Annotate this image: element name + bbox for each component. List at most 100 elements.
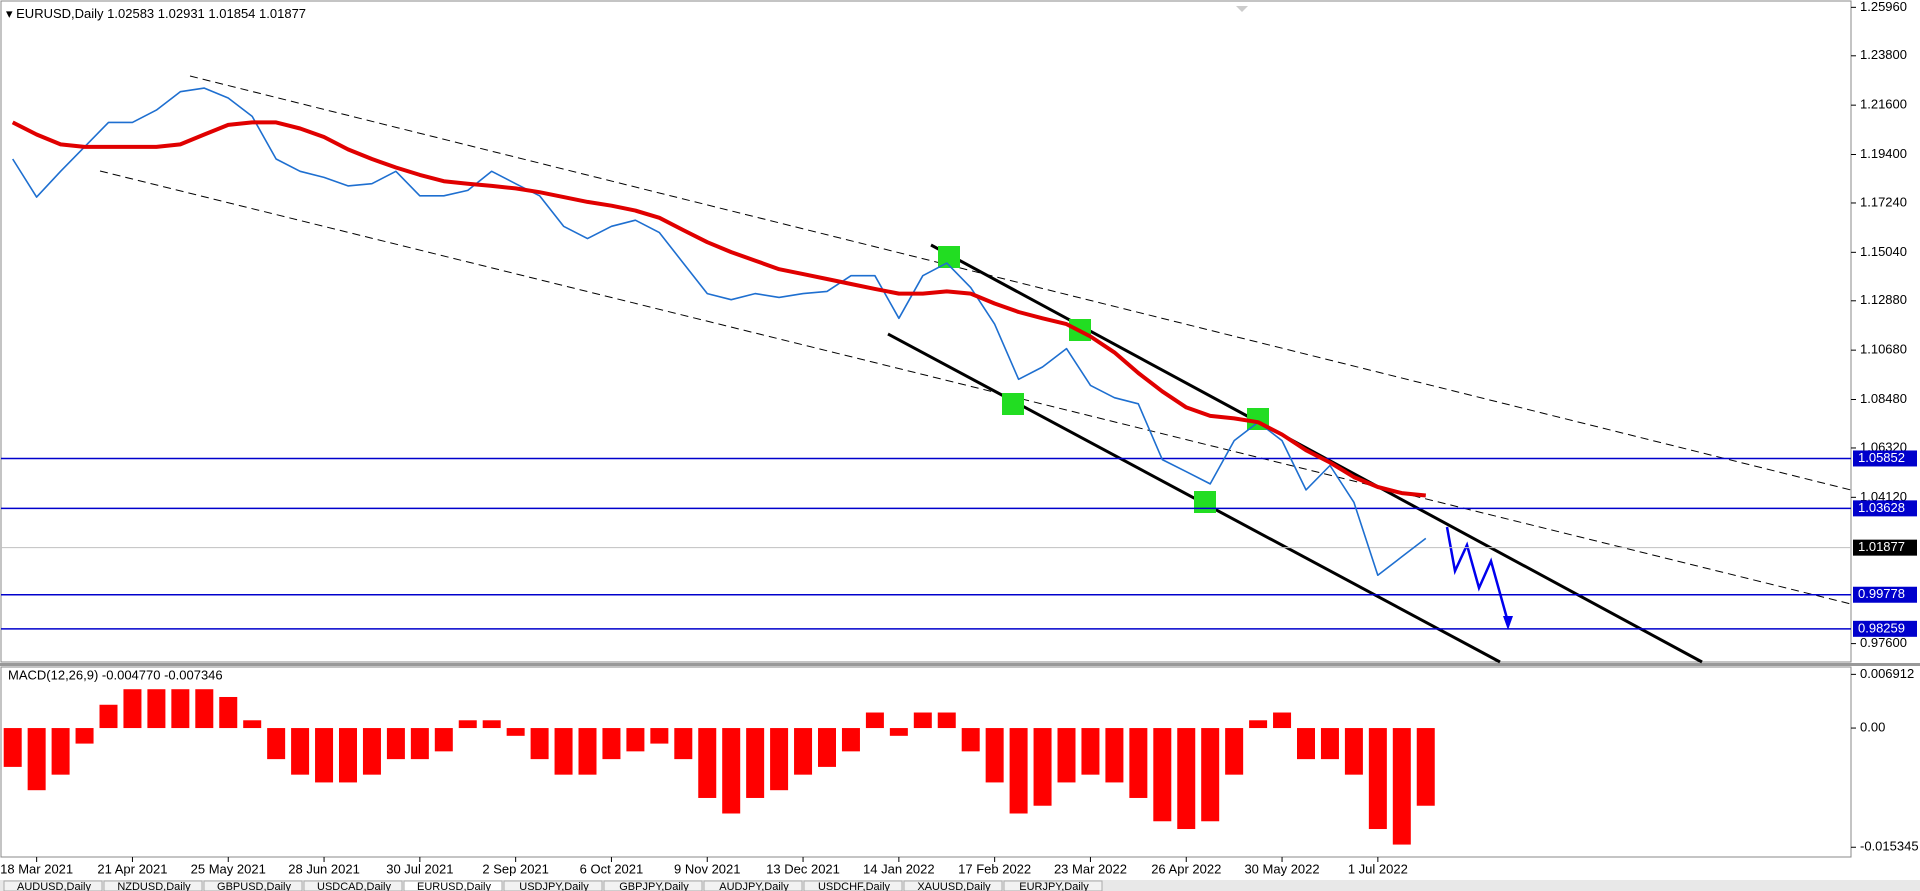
macd-bar bbox=[554, 728, 573, 775]
tab-label: AUDUSD,Daily bbox=[17, 881, 91, 891]
x-tick-label: 18 Mar 2021 bbox=[0, 861, 73, 876]
macd-bar bbox=[386, 728, 405, 760]
macd-bar bbox=[961, 728, 980, 752]
macd-bar bbox=[578, 728, 597, 775]
y-tick-label: 1.08480 bbox=[1860, 391, 1907, 406]
x-tick-label: 30 Jul 2021 bbox=[386, 861, 453, 876]
y-tick-label: 1.21600 bbox=[1860, 97, 1907, 112]
macd-bar bbox=[1225, 728, 1244, 775]
macd-bar bbox=[482, 720, 501, 729]
macd-bar bbox=[626, 728, 645, 752]
macd-bar bbox=[75, 728, 94, 744]
last-price-box bbox=[1853, 539, 1917, 556]
macd-bar bbox=[1129, 728, 1148, 798]
tab-label: USDCHF,Daily bbox=[818, 881, 891, 891]
level-label: 0.99778 bbox=[1858, 586, 1905, 601]
macd-bar bbox=[530, 728, 549, 760]
tab[interactable] bbox=[803, 880, 903, 891]
macd-bar bbox=[1081, 728, 1100, 775]
marker bbox=[938, 246, 960, 268]
x-tick-label: 25 May 2021 bbox=[191, 861, 266, 876]
macd-bar bbox=[51, 728, 70, 775]
marker bbox=[1194, 491, 1216, 513]
level-box bbox=[1853, 450, 1917, 467]
macd-bar bbox=[698, 728, 717, 798]
collapse-icon: ▾ bbox=[6, 6, 16, 21]
macd-bar bbox=[865, 712, 884, 729]
tab-label: GBPUSD,Daily bbox=[217, 881, 291, 891]
macd-bar bbox=[3, 728, 22, 767]
level-box bbox=[1853, 586, 1917, 603]
macd-bar bbox=[243, 720, 262, 729]
tab[interactable] bbox=[603, 880, 703, 891]
trend-line bbox=[99, 170, 1852, 605]
macd-bar bbox=[889, 728, 908, 736]
macd-bar bbox=[123, 689, 142, 729]
macd-bar bbox=[1105, 728, 1124, 783]
macd-bar bbox=[1177, 728, 1196, 830]
macd-bar bbox=[746, 728, 765, 798]
x-tick-label: 21 Apr 2021 bbox=[97, 861, 167, 876]
tab[interactable] bbox=[103, 880, 203, 891]
macd-bar bbox=[267, 728, 286, 760]
high: 1.02931 bbox=[158, 6, 205, 21]
macd-bar bbox=[1416, 728, 1435, 806]
macd-bar bbox=[1249, 720, 1268, 729]
tab-label: NZDUSD,Daily bbox=[117, 881, 191, 891]
macd-bar bbox=[1201, 728, 1220, 822]
macd-bar bbox=[362, 728, 381, 775]
y-tick-label: 1.10680 bbox=[1860, 342, 1907, 357]
level-box bbox=[1853, 620, 1917, 637]
tab[interactable] bbox=[703, 880, 803, 891]
x-tick-label: 28 Jun 2021 bbox=[288, 861, 360, 876]
tab-label: EURJPY,Daily bbox=[1019, 881, 1089, 891]
macd-bar bbox=[1320, 728, 1339, 760]
main-pane bbox=[0, 0, 1852, 663]
y-tick-label: 1.12880 bbox=[1860, 292, 1907, 307]
tab[interactable] bbox=[1003, 880, 1103, 891]
tab-label: USDJPY,Daily bbox=[519, 881, 589, 891]
price-line bbox=[12, 87, 1427, 576]
tab-label: GBPJPY,Daily bbox=[619, 881, 689, 891]
tab-label: AUDJPY,Daily bbox=[719, 881, 789, 891]
macd-bar bbox=[602, 728, 621, 760]
macd-bar bbox=[770, 728, 789, 791]
marker bbox=[1002, 393, 1024, 415]
y-tick-label: -0.015345 bbox=[1860, 839, 1919, 854]
macd-bar bbox=[434, 728, 453, 752]
low: 1.01854 bbox=[208, 6, 255, 21]
x-tick-label: 23 Mar 2022 bbox=[1054, 861, 1127, 876]
macd-bar bbox=[1057, 728, 1076, 783]
macd-bar bbox=[458, 720, 477, 729]
y-tick-label: 1.17240 bbox=[1860, 194, 1907, 209]
macd-bar bbox=[171, 689, 190, 729]
open: 1.02583 bbox=[107, 6, 154, 21]
chart-header: ▾ EURUSD,Daily 1.02583 1.02931 1.01854 1… bbox=[6, 6, 306, 21]
scroll-marker bbox=[1236, 6, 1248, 12]
tab[interactable] bbox=[903, 880, 1003, 891]
macd-bar bbox=[219, 696, 238, 729]
macd-bar bbox=[674, 728, 693, 760]
arrow-head bbox=[1503, 616, 1513, 630]
y-tick-label: 0.00 bbox=[1860, 719, 1885, 734]
x-tick-label: 13 Dec 2021 bbox=[766, 861, 840, 876]
x-tick-label: 26 Apr 2022 bbox=[1151, 861, 1221, 876]
tab[interactable] bbox=[503, 880, 603, 891]
macd-bar bbox=[291, 728, 310, 775]
tab-label: USDCAD,Daily bbox=[317, 881, 391, 891]
level-box bbox=[1853, 500, 1917, 517]
macd-bar bbox=[841, 728, 860, 752]
tab[interactable] bbox=[203, 880, 303, 891]
tab[interactable] bbox=[303, 880, 403, 891]
tab[interactable] bbox=[3, 880, 103, 891]
x-tick-label: 1 Jul 2022 bbox=[1348, 861, 1408, 876]
macd-bar bbox=[410, 728, 429, 760]
macd-bar bbox=[1153, 728, 1172, 822]
x-tick-label: 2 Sep 2021 bbox=[482, 861, 549, 876]
macd-bar bbox=[794, 728, 813, 775]
tab[interactable] bbox=[403, 880, 503, 891]
level-label: 0.98259 bbox=[1858, 620, 1905, 635]
macd-bar bbox=[1368, 728, 1387, 830]
